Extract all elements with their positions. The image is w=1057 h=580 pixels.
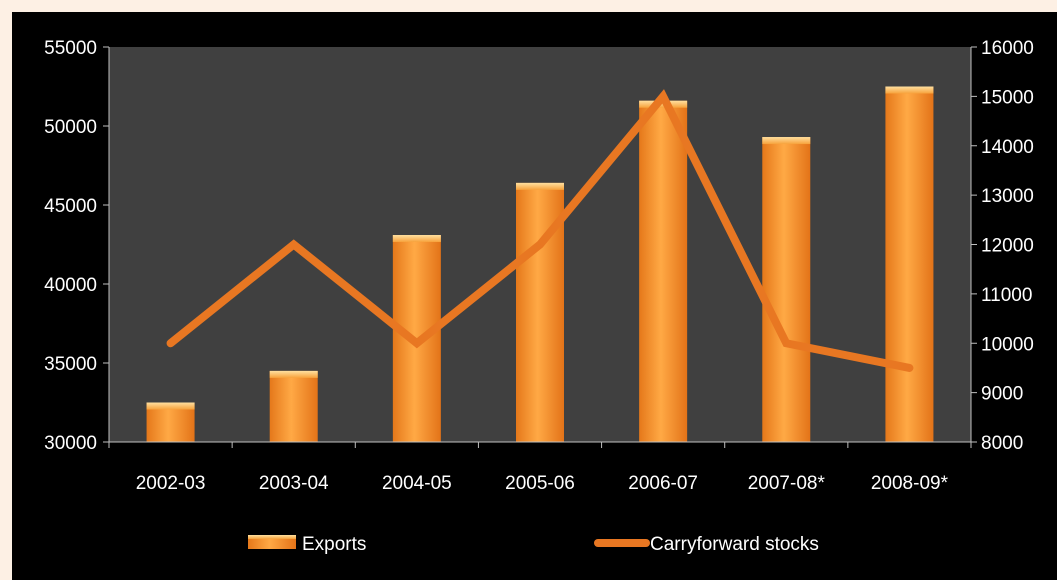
- exports-bar-cap: [516, 182, 564, 190]
- x-axis-tick-label: 2008-09*: [871, 473, 949, 494]
- exports-bar-cap: [885, 86, 934, 94]
- legend-swatch-exports-cap: [248, 535, 296, 539]
- right-axis-tick-label: 12000: [981, 236, 1034, 257]
- left-axis-tick-label: 30000: [44, 433, 97, 454]
- exports-bar-cap: [146, 402, 195, 410]
- x-axis-tick-label: 2002-03: [136, 473, 206, 494]
- exports-bar-cap: [269, 370, 318, 378]
- carryforward-stocks-point: [662, 95, 665, 98]
- carryforward-stocks-point: [539, 243, 541, 246]
- left-axis-tick-label: 55000: [44, 38, 97, 59]
- right-axis-tick-label: 14000: [981, 137, 1034, 158]
- carryforward-stocks-point: [785, 342, 788, 345]
- left-axis-tick-label: 50000: [44, 117, 97, 138]
- left-axis-tick-label: 35000: [44, 354, 97, 375]
- exports-bar: [269, 370, 318, 442]
- legend-item-carryforward-stocks: Carryforward stocks: [594, 534, 819, 555]
- combo-chart: 30000 35000 40000 45000 50000 55000 8000 9000 10…: [44, 38, 1034, 555]
- x-axis-tick-label: 2003-04: [259, 473, 329, 494]
- right-axis-tick-label: 16000: [981, 38, 1034, 59]
- exports-bar: [762, 137, 811, 442]
- right-axis-tick-label: 10000: [981, 334, 1034, 355]
- left-axis-tick-label: 45000: [44, 196, 97, 217]
- x-axis-tick-label: 2007-08*: [748, 473, 826, 494]
- legend-item-exports: Exports: [248, 534, 366, 555]
- right-axis-tick-label: 11000: [981, 285, 1032, 306]
- right-axis-tick-label: 9000: [981, 384, 1023, 405]
- exports-bar: [639, 100, 688, 442]
- exports-bar: [885, 86, 934, 442]
- x-axis-tick-label: 2005-06: [505, 473, 575, 494]
- carryforward-stocks-point: [169, 342, 172, 345]
- right-axis-tick-label: 13000: [981, 186, 1034, 207]
- right-axis-tick-label: 15000: [981, 87, 1034, 108]
- carryforward-stocks-point: [908, 366, 911, 369]
- legend-label-exports: Exports: [302, 534, 366, 555]
- exports-bar-cap: [762, 137, 811, 145]
- x-axis-tick-label: 2004-05: [382, 473, 452, 494]
- exports-bar-cap: [392, 235, 441, 243]
- carryforward-stocks-point: [415, 342, 418, 345]
- left-axis-tick-label: 40000: [44, 275, 97, 296]
- chart-frame: 30000 35000 40000 45000 50000 55000 8000 9000 10…: [12, 12, 1057, 580]
- x-axis-tick-label: 2006-07: [628, 473, 698, 494]
- right-axis-tick-label: 8000: [981, 433, 1023, 454]
- carryforward-stocks-point: [292, 243, 295, 246]
- legend-label-carryforward-stocks: Carryforward stocks: [650, 534, 819, 555]
